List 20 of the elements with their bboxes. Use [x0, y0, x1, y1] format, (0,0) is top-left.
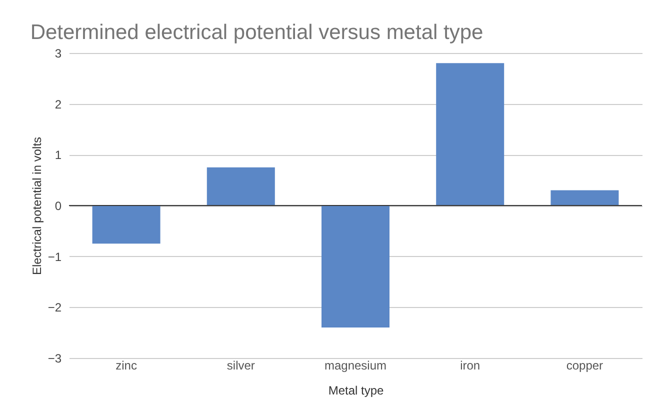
- x-axis-title: Metal type: [328, 384, 384, 398]
- x-tick-label: zinc: [116, 358, 137, 372]
- bar: [92, 206, 160, 244]
- y-axis-title: Electrical potential in volts: [30, 136, 44, 276]
- y-tick-label: 0: [54, 199, 62, 213]
- bar: [322, 206, 390, 328]
- bar: [436, 63, 504, 206]
- x-tick-label: iron: [460, 358, 480, 372]
- bar: [550, 190, 619, 206]
- chart-title: Determined electrical potential versus metal type: [30, 21, 484, 44]
- y-tick-label: −1: [48, 250, 62, 264]
- y-tick-label: 1: [54, 148, 62, 162]
- y-tick-label: 2: [54, 97, 62, 112]
- y-tick-label: −3: [48, 352, 62, 366]
- x-tick-label: copper: [566, 358, 604, 372]
- bar: [206, 167, 275, 206]
- y-tick-label: −2: [48, 300, 62, 315]
- x-tick-label: silver: [226, 358, 255, 372]
- y-tick-label: 3: [54, 46, 62, 60]
- x-tick-label: magnesium: [324, 358, 387, 372]
